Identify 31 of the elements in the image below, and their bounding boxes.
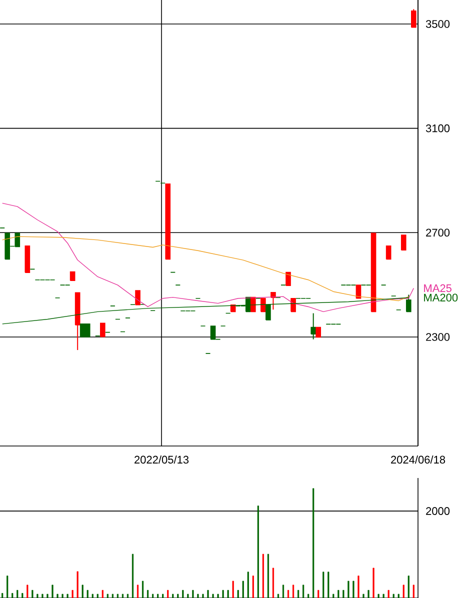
candlestick xyxy=(260,298,266,312)
candlestick xyxy=(24,246,30,273)
candlestick xyxy=(386,246,392,260)
candlestick xyxy=(290,298,296,312)
y-tick-label: 2000 xyxy=(426,507,450,515)
candlestick xyxy=(70,271,76,282)
candlestick xyxy=(356,284,362,299)
y-tick-label: 2700 xyxy=(426,228,450,237)
candlestick xyxy=(135,290,140,306)
candlestick xyxy=(4,232,10,260)
x-tick-label: 2022/05/13 xyxy=(134,456,189,464)
candlestick xyxy=(270,292,276,310)
line-series xyxy=(2,202,414,312)
candlestick xyxy=(250,296,256,312)
series-label: MA25 xyxy=(424,284,452,292)
y-tick-label: 2300 xyxy=(426,333,450,341)
y-tick-label: 3500 xyxy=(426,20,450,28)
candlestick xyxy=(316,326,322,338)
y-tick-label: 3100 xyxy=(426,124,450,132)
candlestick xyxy=(100,322,106,338)
candlestick xyxy=(400,234,406,251)
candlestick xyxy=(411,8,416,28)
x-tick-label: 2024/06/18 xyxy=(391,456,446,464)
candlestick xyxy=(370,232,376,312)
candlestick xyxy=(310,312,316,340)
candlestick xyxy=(165,183,171,260)
candlestick xyxy=(286,272,291,286)
candlestick xyxy=(266,304,271,320)
series-label: MA200 xyxy=(424,294,458,302)
line-series xyxy=(2,297,409,324)
line-series xyxy=(2,236,409,302)
